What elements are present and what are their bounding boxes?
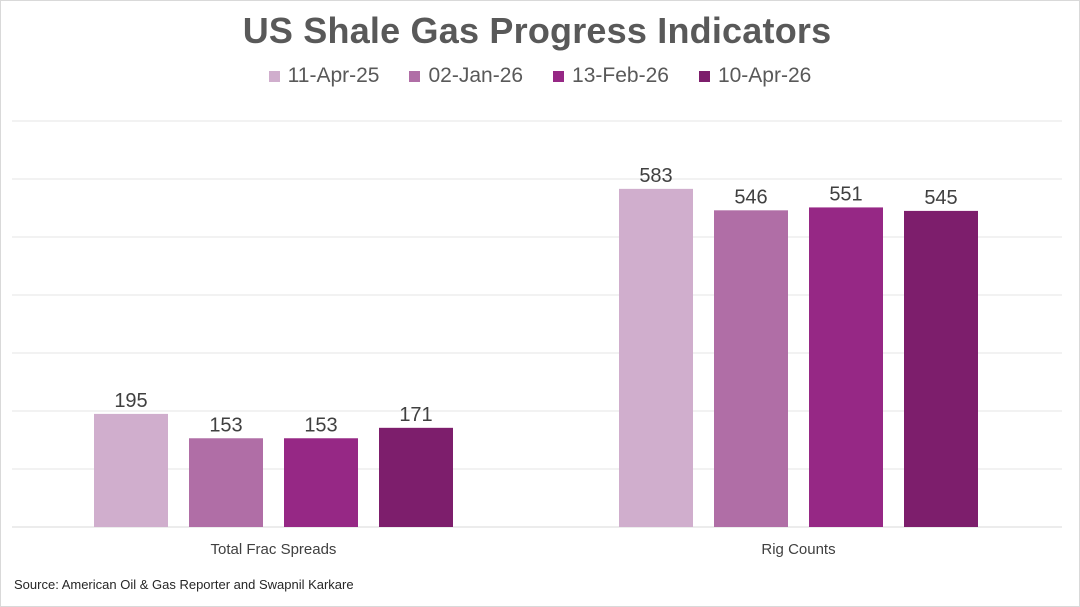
bar-rig-counts-10-apr-26	[904, 210, 978, 527]
data-label: 153	[304, 414, 337, 436]
data-label: 171	[399, 404, 432, 426]
legend-item-1: 11-Apr-25	[268, 64, 380, 88]
data-label: 551	[829, 183, 862, 205]
legend-swatch-2	[409, 70, 421, 82]
category-label: Rig Counts	[761, 541, 835, 558]
legend-item-4: 10-Apr-26	[698, 64, 812, 88]
legend-swatch-3	[553, 70, 565, 82]
data-label: 195	[114, 390, 147, 412]
legend-item-3: 13-Feb-26	[553, 64, 669, 88]
chart-title: US Shale Gas Progress Indicators	[242, 10, 832, 51]
bar-total-frac-spreads-10-apr-26	[379, 427, 453, 527]
data-label: 583	[639, 165, 672, 187]
bar-rig-counts-02-jan-26	[714, 210, 788, 527]
legend-label-2: 02-Jan-26	[428, 64, 524, 87]
data-label: 153	[209, 414, 242, 436]
legend-label-1: 11-Apr-25	[287, 64, 380, 87]
bar-rig-counts-11-apr-25	[619, 188, 693, 528]
legend-swatch-1	[268, 70, 280, 82]
legend-item-2: 02-Jan-26	[409, 64, 523, 88]
legend-label-3: 13-Feb-26	[572, 64, 669, 87]
bar-total-frac-spreads-11-apr-25	[94, 413, 168, 527]
data-label: 546	[734, 186, 767, 208]
bar-rig-counts-13-feb-26	[809, 207, 883, 528]
bar-total-frac-spreads-02-jan-26	[189, 438, 263, 527]
legend-swatch-4	[698, 70, 710, 82]
data-label: 545	[924, 187, 957, 209]
source-note: Source: American Oil & Gas Reporter and …	[14, 577, 354, 592]
bar-total-frac-spreads-13-feb-26	[284, 438, 358, 527]
chart-legend: 11-Apr-25 02-Jan-26 13-Feb-26 10-Apr-26	[0, 64, 1080, 88]
category-label: Total Frac Spreads	[211, 541, 337, 558]
legend-label-4: 10-Apr-26	[717, 64, 812, 87]
